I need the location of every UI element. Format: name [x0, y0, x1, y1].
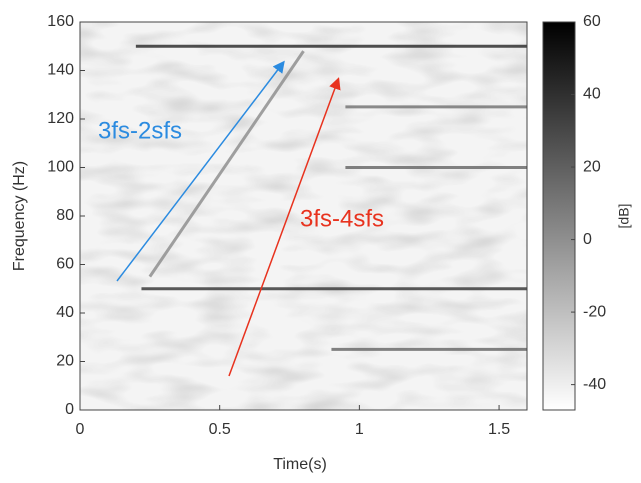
y-tick-label: 160	[47, 13, 74, 30]
spectral-line	[148, 50, 305, 278]
colorbar-tick-label: 20	[583, 158, 601, 175]
colorbar-tick-label: 40	[583, 86, 601, 103]
colorbar-tick-label: -40	[583, 376, 606, 393]
y-tick-label: 80	[56, 207, 74, 224]
x-tick-label: 1	[355, 421, 364, 438]
x-tick-label: 0	[76, 421, 85, 438]
y-tick-label: 60	[56, 256, 74, 273]
arrow	[228, 77, 341, 377]
y-tick-label: 0	[65, 401, 74, 418]
x-tick-label: 1.5	[488, 421, 510, 438]
y-tick-label: 100	[47, 159, 74, 176]
y-axis-label: Frequency (Hz)	[11, 161, 28, 271]
colorbar-tick-label: -20	[583, 303, 606, 320]
x-axis-label: Time(s)	[273, 456, 327, 473]
y-tick-label: 140	[47, 62, 74, 79]
y-tick-label: 120	[47, 110, 74, 127]
colorbar	[542, 21, 576, 411]
x-tick-label: 0.5	[209, 421, 231, 438]
colorbar-label: [dB]	[616, 204, 632, 229]
y-tick-label: 20	[56, 353, 74, 370]
plot-texture	[80, 22, 527, 410]
colorbar-tick-label: 0	[583, 231, 592, 248]
colorbar-tick-label: 60	[583, 13, 601, 30]
y-tick-label: 40	[56, 304, 74, 321]
annotation: 3fs-4sfs	[300, 205, 384, 232]
arrow	[116, 60, 285, 282]
annotation: 3fs-2sfs	[98, 117, 182, 144]
